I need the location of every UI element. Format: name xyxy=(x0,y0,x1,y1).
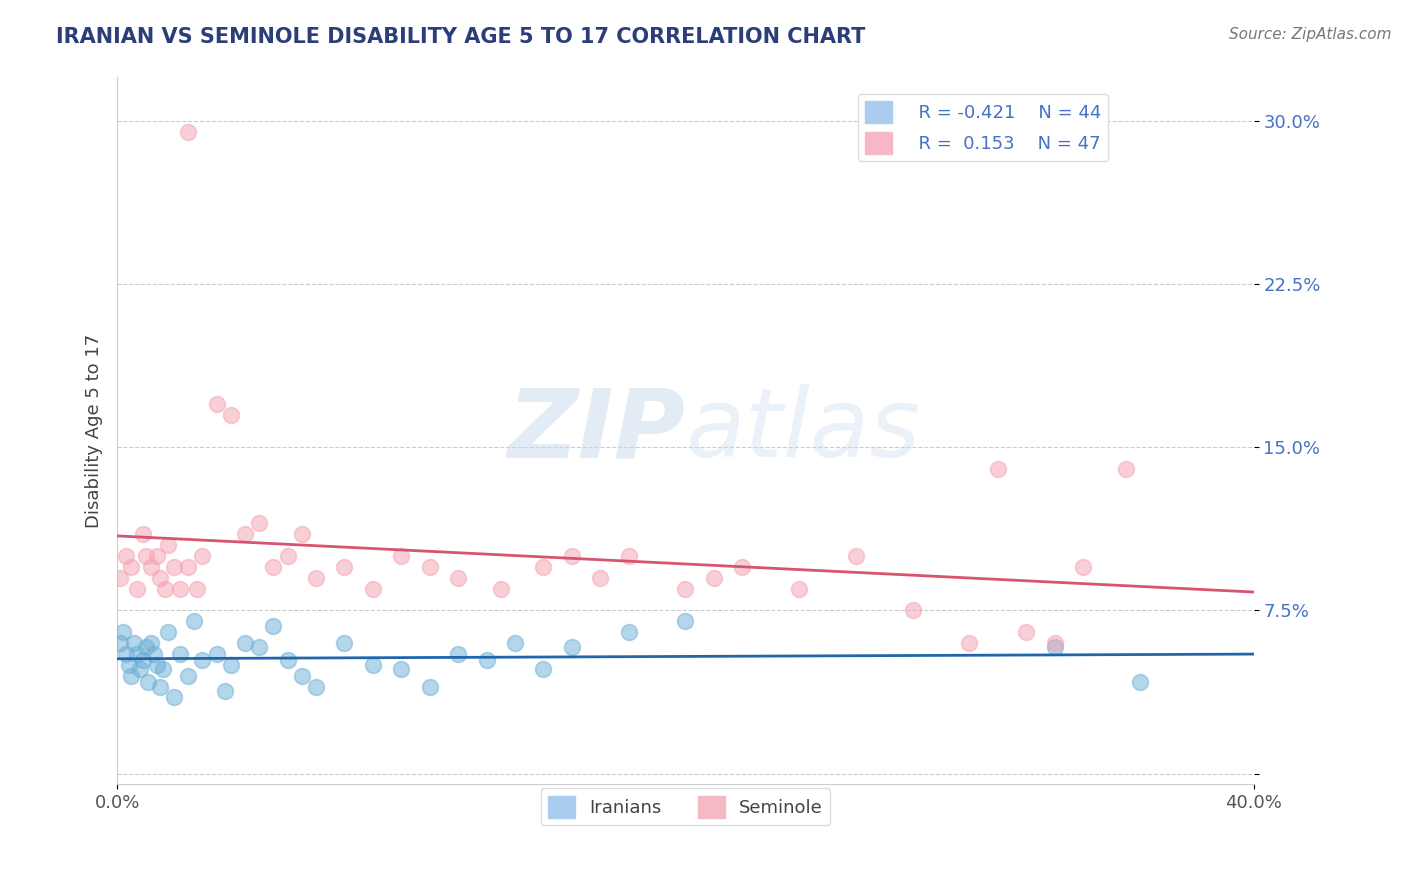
Point xyxy=(108,636,131,650)
Point xyxy=(703,571,725,585)
Text: IRANIAN VS SEMINOLE DISABILITY AGE 5 TO 17 CORRELATION CHART: IRANIAN VS SEMINOLE DISABILITY AGE 5 TO … xyxy=(56,27,866,46)
Point xyxy=(141,636,163,650)
Point xyxy=(673,582,696,596)
Point xyxy=(114,549,136,563)
Point xyxy=(845,549,868,563)
Point xyxy=(1043,640,1066,655)
Point xyxy=(561,640,583,655)
Point xyxy=(191,549,214,563)
Point xyxy=(673,614,696,628)
Point xyxy=(731,560,754,574)
Point xyxy=(122,636,145,650)
Point xyxy=(291,668,314,682)
Point xyxy=(277,549,299,563)
Point xyxy=(489,582,512,596)
Point xyxy=(191,653,214,667)
Point xyxy=(205,397,228,411)
Point xyxy=(169,582,191,596)
Point xyxy=(447,571,470,585)
Point xyxy=(138,675,160,690)
Point xyxy=(247,640,270,655)
Point xyxy=(233,527,256,541)
Point xyxy=(233,636,256,650)
Point xyxy=(561,549,583,563)
Point xyxy=(389,662,412,676)
Point xyxy=(152,662,174,676)
Point xyxy=(389,549,412,563)
Point xyxy=(901,603,924,617)
Point xyxy=(157,538,180,552)
Point xyxy=(132,527,155,541)
Point xyxy=(291,527,314,541)
Point xyxy=(125,647,148,661)
Point xyxy=(177,668,200,682)
Point xyxy=(169,647,191,661)
Point xyxy=(1015,625,1038,640)
Point xyxy=(120,560,142,574)
Point xyxy=(531,560,554,574)
Point xyxy=(205,647,228,661)
Point xyxy=(305,680,328,694)
Point xyxy=(277,653,299,667)
Text: atlas: atlas xyxy=(685,384,921,477)
Point xyxy=(146,549,169,563)
Point xyxy=(1115,462,1137,476)
Point xyxy=(503,636,526,650)
Point xyxy=(333,636,356,650)
Point xyxy=(617,549,640,563)
Point xyxy=(987,462,1010,476)
Point xyxy=(214,684,236,698)
Point xyxy=(149,571,172,585)
Point xyxy=(262,618,284,632)
Point xyxy=(589,571,612,585)
Point xyxy=(959,636,981,650)
Point xyxy=(1043,636,1066,650)
Point xyxy=(262,560,284,574)
Point xyxy=(177,560,200,574)
Text: ZIP: ZIP xyxy=(508,384,685,477)
Point xyxy=(135,549,157,563)
Point xyxy=(1129,675,1152,690)
Text: Source: ZipAtlas.com: Source: ZipAtlas.com xyxy=(1229,27,1392,42)
Point xyxy=(135,640,157,655)
Point xyxy=(108,571,131,585)
Point xyxy=(1071,560,1094,574)
Point xyxy=(155,582,177,596)
Point xyxy=(129,662,152,676)
Point xyxy=(186,582,208,596)
Point xyxy=(163,690,186,705)
Point xyxy=(247,516,270,531)
Point xyxy=(141,560,163,574)
Point xyxy=(120,668,142,682)
Point xyxy=(114,647,136,661)
Point xyxy=(219,408,242,422)
Point xyxy=(132,653,155,667)
Point xyxy=(333,560,356,574)
Point xyxy=(157,625,180,640)
Point xyxy=(475,653,498,667)
Point xyxy=(177,125,200,139)
Point xyxy=(787,582,810,596)
Point xyxy=(163,560,186,574)
Point xyxy=(447,647,470,661)
Point xyxy=(183,614,205,628)
Point xyxy=(419,680,441,694)
Point xyxy=(531,662,554,676)
Point xyxy=(146,657,169,672)
Point xyxy=(305,571,328,585)
Point xyxy=(111,625,134,640)
Point xyxy=(219,657,242,672)
Point xyxy=(361,582,384,596)
Point xyxy=(117,657,139,672)
Point xyxy=(419,560,441,574)
Legend: Iranians, Seminole: Iranians, Seminole xyxy=(540,789,830,825)
Point xyxy=(125,582,148,596)
Y-axis label: Disability Age 5 to 17: Disability Age 5 to 17 xyxy=(86,334,103,528)
Point xyxy=(143,647,166,661)
Point xyxy=(361,657,384,672)
Point xyxy=(617,625,640,640)
Point xyxy=(149,680,172,694)
